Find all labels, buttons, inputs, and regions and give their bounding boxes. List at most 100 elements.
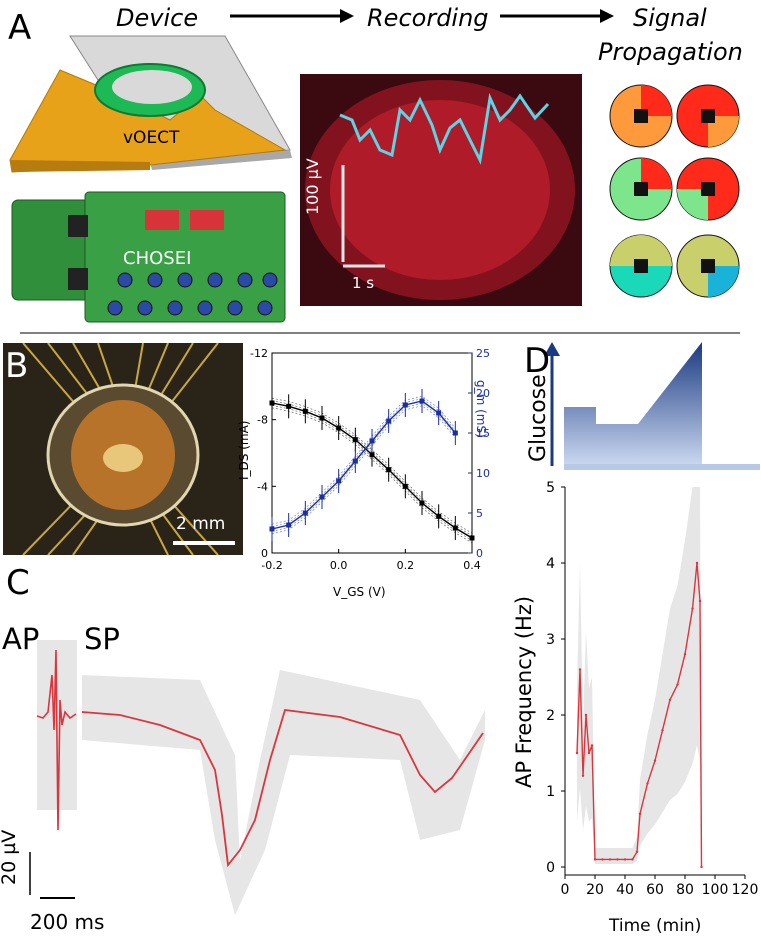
chart2-xtick-label: 40 — [616, 882, 634, 898]
chart2-point — [590, 744, 594, 747]
transfer-curve-chart: -0.2 0.0 0.2 0.4 -12 -8 -4 0 0 5 10 15 20 25 — [250, 347, 490, 572]
chart1-point — [352, 437, 358, 443]
chart1-point — [302, 408, 308, 414]
chart2-ytick-label: 0 — [546, 860, 555, 876]
chart1-point — [419, 500, 425, 506]
panel-label-d: D — [524, 341, 551, 381]
chosei-label: CHOSEI — [123, 248, 192, 269]
chart1-point — [436, 513, 442, 519]
chart2-point — [653, 759, 657, 762]
flow-label-recording: Recording — [367, 4, 489, 32]
chart1-ytick-label: -12 — [250, 347, 268, 360]
chart1-point — [436, 410, 442, 416]
chart2-point — [638, 812, 642, 815]
chart1-point — [319, 415, 325, 421]
ap-frequency-ylabel: AP Frequency (Hz) — [512, 595, 536, 788]
flow-label-propagation: Propagation — [598, 38, 743, 66]
chart1-series-spread — [271, 395, 456, 525]
chart1-series-spread — [271, 405, 456, 535]
chart2-ytick-label: 2 — [546, 708, 555, 724]
chart2-point — [668, 698, 672, 701]
chart2-xtick-label: 60 — [646, 882, 664, 898]
recording-scalebar-voltage: 100 µV — [303, 158, 322, 215]
transfer-y2label: g_m (mS) — [474, 380, 488, 438]
chart1-point — [336, 425, 342, 431]
chart1-point — [386, 418, 392, 424]
chart2-point — [631, 858, 634, 861]
panel-label-b: B — [5, 346, 29, 386]
recording-image — [300, 74, 582, 306]
chart1-point — [319, 494, 325, 500]
ap-frequency-xlabel: Time (min) — [609, 916, 702, 936]
chart1-point — [369, 438, 375, 444]
chart2-xtick-label: 20 — [586, 882, 604, 898]
panel-label-a: A — [8, 8, 32, 48]
ap-frequency-chart: 0 20 40 60 80 100 120 0 1 2 3 4 5 — [546, 480, 759, 898]
chart1-series-spread — [271, 407, 473, 544]
panel-c-scalebars — [29, 852, 75, 899]
chart2-xtick-label: 120 — [732, 882, 759, 898]
chart2-point — [584, 713, 588, 717]
panel-c-scalebar-voltage: 20 µV — [0, 829, 20, 885]
signal-propagation-pies — [609, 84, 740, 298]
chart1-y2tick-label: 10 — [476, 467, 490, 480]
chart1-point — [286, 522, 292, 528]
chart2-point — [683, 653, 687, 656]
chart1-y2tick-label: 15 — [476, 427, 490, 440]
chart1-xtick-label: 0.0 — [330, 559, 348, 572]
glucose-profile — [544, 342, 760, 470]
chart2-point — [608, 858, 612, 861]
chart1-ytick-label: -4 — [257, 480, 268, 493]
chart2-ytick-label: 3 — [546, 632, 555, 648]
chart1-frame — [271, 352, 473, 554]
glucose-label: Glucose — [526, 374, 551, 462]
chart1-point — [369, 452, 375, 458]
chart2-point — [623, 858, 627, 861]
chart1-y2tick-label: 25 — [476, 347, 490, 360]
flow-label-device: Device — [116, 4, 199, 32]
chart1-xtick-label: 0.4 — [463, 559, 481, 572]
chart1-point — [269, 526, 275, 532]
chart1-point — [269, 400, 275, 406]
chart2-point — [616, 858, 619, 861]
chart2-ytick-label: 5 — [546, 480, 555, 496]
panel-label-c: C — [6, 563, 30, 603]
chart1-y2tick-label: 0 — [476, 547, 483, 560]
flow-arrow-1 — [230, 9, 354, 23]
chart1-point — [452, 430, 458, 436]
panel-b-photo — [3, 343, 243, 555]
chart1-point — [386, 467, 392, 473]
chart1-point — [402, 402, 408, 408]
chart1-series-spread — [271, 403, 456, 532]
ap-label: AP — [2, 622, 40, 656]
chart2-ytick-label: 4 — [546, 556, 555, 572]
panel-c-scalebar-time: 200 ms — [30, 910, 105, 934]
panel-c-traces — [29, 640, 485, 915]
chart1-point — [419, 398, 425, 404]
chart1-point — [352, 458, 358, 464]
chart2-point — [581, 774, 585, 777]
chart2-point — [700, 865, 703, 869]
transfer-xlabel: V_GS (V) — [333, 585, 386, 599]
flow-label-signal: Signal — [633, 4, 707, 32]
chart1-series-line — [271, 400, 456, 530]
chart2-point — [661, 729, 664, 732]
chart1-xtick-label: 0.2 — [397, 559, 415, 572]
voect-label: vOECT — [123, 128, 180, 148]
chart1-point — [469, 535, 475, 541]
chart2-xtick-label: 100 — [702, 882, 729, 898]
voect-device-illustration — [9, 35, 292, 226]
chart2-point — [575, 751, 579, 755]
sp-trace — [81, 670, 485, 915]
sp-label: SP — [84, 622, 120, 656]
chart1-point — [452, 525, 458, 531]
chart2-xtick-label: 80 — [676, 882, 694, 898]
flow-arrow-2 — [500, 9, 614, 23]
chart1-xtick-label: -0.2 — [261, 559, 282, 572]
chart2-ytick-label: 1 — [546, 784, 555, 800]
chart2-point — [587, 751, 591, 755]
chart2-point — [698, 599, 702, 603]
chart2-point — [646, 782, 649, 785]
chart2-point — [593, 858, 597, 861]
chart1-point — [286, 403, 292, 409]
